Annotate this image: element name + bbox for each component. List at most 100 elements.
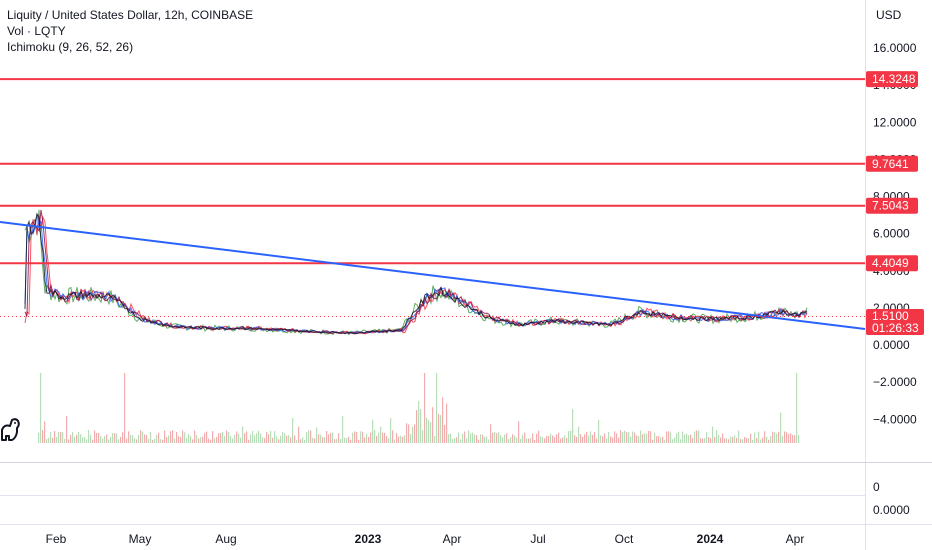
volume-bar [534,439,536,443]
volume-bar [760,439,762,443]
price-axis-label: 0.0000 [873,338,910,352]
volume-bar [612,437,614,443]
price-axis-label: 6.0000 [873,227,910,241]
volume-bar [680,439,682,443]
volume-bar [48,437,50,443]
volume-bar [162,439,164,443]
volume-bar [448,434,450,443]
volume-bar [622,431,624,443]
volume-bar [724,438,726,443]
volume-bar [410,433,412,443]
volume-bar [648,430,650,443]
volume-bar [124,373,126,443]
volume-bar [492,432,494,443]
price-line [24,212,808,335]
volume-bar [76,434,78,443]
volume-bar [312,437,314,443]
volume-bar [390,418,392,443]
volume-bar [692,438,694,443]
volume-bar [536,433,538,443]
trend-line[interactable] [0,221,866,330]
volume-bar [664,439,666,443]
level-tag-label: 9.7641 [872,157,909,171]
volume-bar [186,438,188,443]
volume-bar [94,430,96,443]
volume-bar [38,432,40,443]
volume-bar [190,435,192,443]
volume-bar [196,434,198,443]
volume-bar [272,437,274,443]
volume-bar [332,432,334,443]
volume-bar [320,434,322,443]
ichimoku-cloud [24,209,808,336]
volume-bar [296,439,298,443]
volume-bar [274,431,276,443]
volume-bar [586,431,588,443]
volume-bar [200,437,202,443]
volume-bar [646,433,648,443]
volume-bar [682,431,684,443]
price-axis-label: 16.0000 [873,41,917,55]
volume-bar [394,439,396,443]
volume-bar [324,437,326,443]
volume-bar [328,434,330,443]
volume-bar [482,434,484,443]
time-axis[interactable]: Feb May Aug 2023 Apr Jul Oct 2024 Apr [46,532,805,546]
volume-bar [256,433,258,443]
volume-bar [182,430,184,443]
volume-bar [142,431,144,443]
volume-bar [360,431,362,443]
ichimoku-indicator-label[interactable]: Ichimoku (9, 26, 52, 26) [7,40,134,54]
time-axis-label: Jul [530,532,545,546]
volume-bar [110,437,112,443]
volume-bar [118,439,120,443]
level-tag-bg [866,155,918,172]
volume-bar [576,436,578,443]
volume-bar [70,434,72,443]
volume-bar [632,431,634,443]
currency-selector[interactable]: USD [866,4,924,26]
volume-indicator-label[interactable]: Vol · LQTY [7,24,66,38]
volume-bar [412,426,414,443]
volume-bar [198,438,200,443]
volume-bar [726,438,728,443]
volume-bar [450,433,452,443]
volume-bar [138,434,140,443]
volume-bar [710,438,712,443]
volume-bar [378,432,380,443]
price-axis[interactable]: 16.000014.000012.000010.00008.00006.0000… [873,41,917,426]
volume-bar [520,438,522,443]
volume-bar [722,433,724,443]
volume-bar [774,432,776,443]
volume-bar [550,433,552,443]
volume-bar [452,438,454,443]
volume-bar [290,437,292,443]
volume-bar [160,439,162,443]
volume-bar [398,436,400,443]
volume-bars [38,373,800,443]
volume-bar [238,433,240,443]
volume-bar [330,432,332,443]
volume-bar [322,437,324,443]
volume-bar [300,439,302,443]
volume-bar [464,431,466,443]
volume-bar [528,438,530,443]
volume-bar [58,432,60,443]
volume-bar [644,433,646,443]
volume-bar [184,432,186,443]
volume-bar [64,438,66,443]
volume-bar [242,426,244,443]
volume-bar [734,435,736,443]
volume-bar [278,439,280,443]
volume-bar [214,438,216,443]
volume-bar [388,438,390,443]
volume-bar [702,438,704,443]
volume-bar [80,434,82,443]
horizontal-levels[interactable] [0,78,865,265]
symbol-title[interactable]: Liquity / United States Dollar, 12h, COI… [7,8,254,22]
volume-bar [234,434,236,443]
volume-bar [306,432,308,443]
time-axis-label: Oct [615,532,634,546]
volume-bar [596,438,598,443]
